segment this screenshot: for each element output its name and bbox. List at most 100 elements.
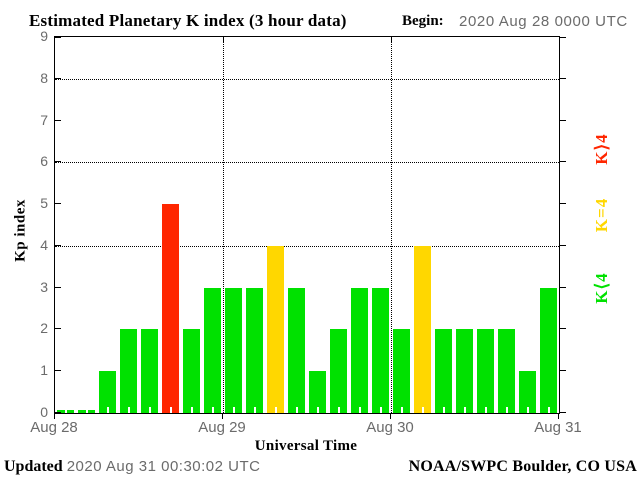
bar-base-tick bbox=[296, 407, 298, 413]
bar-base-tick bbox=[485, 407, 487, 413]
kp-bar-10 bbox=[267, 246, 284, 413]
bottom-day-tick bbox=[390, 414, 391, 419]
kp-bar-18 bbox=[435, 329, 452, 413]
bar-base-tick bbox=[65, 407, 67, 413]
gridline-y4 bbox=[55, 245, 559, 247]
y-tick-right bbox=[560, 161, 566, 163]
bar-base-tick bbox=[170, 407, 172, 413]
updated-value: 2020 Aug 31 00:30:02 UTC bbox=[66, 458, 261, 475]
kp-bar-12 bbox=[309, 371, 326, 413]
y-tick-label-9: 9 bbox=[40, 28, 48, 44]
begin-label: Begin: bbox=[402, 13, 444, 29]
bar-base-tick bbox=[233, 407, 235, 413]
kp-bar-2 bbox=[99, 371, 116, 413]
y-tick bbox=[55, 328, 61, 330]
kp-bar-5 bbox=[162, 204, 179, 413]
x-tick-label-1: Aug 29 bbox=[198, 419, 246, 436]
bar-base-tick bbox=[401, 407, 403, 413]
gridline-y8 bbox=[55, 78, 559, 80]
kp-bar-7 bbox=[204, 288, 221, 413]
y-tick-label-7: 7 bbox=[40, 111, 48, 128]
top-day-tick bbox=[223, 37, 224, 43]
kp-bar-23 bbox=[540, 288, 557, 413]
bottom-day-tick bbox=[558, 414, 559, 419]
y-tick-right bbox=[560, 119, 566, 121]
bar-base-tick bbox=[128, 407, 130, 413]
y-tick-label-0: 0 bbox=[40, 404, 48, 420]
begin-value: 2020 Aug 28 0000 UTC bbox=[459, 13, 628, 30]
legend-k-eq-4: K=4 bbox=[592, 197, 611, 233]
updated-label: Updated bbox=[4, 458, 63, 475]
y-tick bbox=[55, 203, 61, 205]
kp-bar-6 bbox=[183, 329, 200, 413]
bar-base-tick bbox=[443, 407, 445, 413]
gridline-y6 bbox=[55, 162, 559, 164]
bar-base-tick bbox=[86, 407, 88, 413]
y-tick-right bbox=[560, 370, 566, 372]
x-tick-label-0: Aug 28 bbox=[30, 419, 78, 436]
y-tick bbox=[55, 77, 61, 79]
kp-bar-9 bbox=[246, 288, 263, 413]
bar-base-tick bbox=[548, 407, 550, 413]
y-tick-label-4: 4 bbox=[40, 236, 48, 253]
bar-base-tick bbox=[527, 407, 529, 413]
kp-bar-8 bbox=[225, 288, 242, 413]
x-tick-label-2: Aug 30 bbox=[366, 419, 414, 436]
y-tick-right bbox=[560, 203, 566, 205]
bar-base-tick bbox=[359, 407, 361, 413]
kp-bar-13 bbox=[330, 329, 347, 413]
y-tick bbox=[55, 412, 61, 413]
kp-bar-11 bbox=[288, 288, 305, 413]
bar-base-tick bbox=[422, 407, 424, 413]
bottom-day-tick bbox=[222, 414, 223, 419]
kp-bar-20 bbox=[477, 329, 494, 413]
y-tick bbox=[55, 161, 61, 163]
kp-bar-15 bbox=[372, 288, 389, 413]
updated-line: Updated 2020 Aug 31 00:30:02 UTC bbox=[4, 458, 261, 476]
y-tick-label-1: 1 bbox=[40, 362, 48, 379]
plot-area bbox=[54, 36, 560, 414]
kp-bar-16 bbox=[393, 329, 410, 413]
kp-bar-14 bbox=[351, 288, 368, 413]
bar-base-tick bbox=[506, 407, 508, 413]
bar-base-tick bbox=[275, 407, 277, 413]
top-day-tick bbox=[391, 37, 392, 43]
y-tick-label-8: 8 bbox=[40, 69, 48, 86]
credit-text: NOAA/SWPC Boulder, CO USA bbox=[408, 458, 637, 475]
bar-base-tick bbox=[338, 407, 340, 413]
kp-bar-22 bbox=[519, 371, 536, 413]
kp-bar-4 bbox=[141, 329, 158, 413]
y-tick-right bbox=[560, 244, 566, 246]
y-tick-right bbox=[560, 412, 566, 413]
bar-base-tick bbox=[107, 407, 109, 413]
y-tick-right bbox=[560, 37, 566, 38]
legend-k-gt-4: K⟩4 bbox=[592, 133, 611, 165]
kp-bar-19 bbox=[456, 329, 473, 413]
x-tick-label-3: Aug 31 bbox=[534, 419, 582, 436]
bar-base-tick bbox=[212, 407, 214, 413]
y-tick-label-3: 3 bbox=[40, 278, 48, 295]
day-divider bbox=[223, 37, 224, 413]
x-axis-label: Universal Time bbox=[254, 438, 358, 454]
bar-base-tick bbox=[149, 407, 151, 413]
y-tick-right bbox=[560, 286, 566, 288]
bar-base-tick bbox=[317, 407, 319, 413]
bottom-day-tick bbox=[54, 414, 55, 419]
y-tick-label-6: 6 bbox=[40, 153, 48, 170]
y-tick bbox=[55, 286, 61, 288]
y-tick bbox=[55, 244, 61, 246]
y-tick-right bbox=[560, 328, 566, 330]
y-tick bbox=[55, 37, 61, 38]
kp-bar-17 bbox=[414, 246, 431, 413]
legend-k-lt-4: K⟨4 bbox=[592, 272, 611, 304]
y-tick bbox=[55, 370, 61, 372]
bar-base-tick bbox=[464, 407, 466, 413]
bar-base-tick bbox=[254, 407, 256, 413]
bar-base-tick bbox=[191, 407, 193, 413]
y-tick-label-5: 5 bbox=[40, 195, 48, 212]
kp-bar-21 bbox=[498, 329, 515, 413]
day-divider bbox=[391, 37, 392, 413]
y-tick-right bbox=[560, 77, 566, 79]
y-tick-label-2: 2 bbox=[40, 320, 48, 337]
